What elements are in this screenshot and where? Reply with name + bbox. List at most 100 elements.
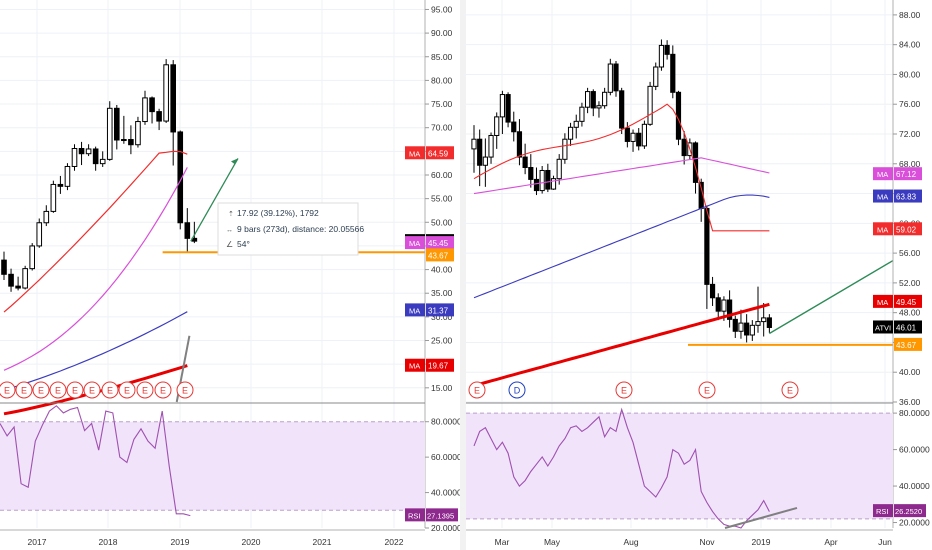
candle[interactable] — [163, 59, 169, 123]
candle[interactable] — [505, 92, 511, 128]
candle[interactable] — [675, 90, 682, 146]
candle[interactable] — [156, 108, 162, 131]
candle[interactable] — [471, 125, 477, 173]
left-price-pane[interactable] — [1, 59, 198, 292]
candle[interactable] — [184, 208, 191, 253]
earnings-mark[interactable]: E — [101, 381, 119, 399]
candle[interactable] — [539, 166, 545, 194]
earnings-mark[interactable]: E — [0, 381, 16, 399]
candle[interactable] — [636, 128, 642, 151]
candle[interactable] — [573, 114, 579, 139]
candle[interactable] — [477, 129, 483, 187]
candle[interactable] — [590, 89, 596, 117]
candle[interactable] — [533, 167, 540, 196]
earnings-mark[interactable]: E — [32, 381, 50, 399]
projection-line[interactable] — [769, 259, 894, 335]
candle[interactable] — [766, 314, 772, 333]
candle[interactable] — [64, 163, 71, 191]
earnings-mark[interactable]: E — [176, 381, 194, 399]
candle[interactable] — [602, 87, 608, 109]
candle[interactable] — [664, 40, 670, 60]
candle[interactable] — [128, 125, 134, 155]
candle[interactable] — [114, 104, 120, 150]
candle[interactable] — [85, 144, 92, 157]
candle[interactable] — [135, 116, 141, 148]
candle[interactable] — [50, 180, 57, 213]
candle[interactable] — [619, 87, 625, 134]
candle[interactable] — [482, 138, 488, 187]
candle[interactable] — [488, 132, 494, 164]
earnings-mark[interactable]: E — [698, 381, 716, 399]
candle[interactable] — [170, 60, 176, 166]
right-price-pane[interactable] — [471, 39, 772, 343]
candle[interactable] — [641, 120, 647, 149]
earnings-mark[interactable]: E — [136, 381, 154, 399]
candle[interactable] — [562, 133, 568, 164]
candle[interactable] — [744, 314, 750, 343]
candle[interactable] — [653, 62, 659, 91]
candle[interactable] — [1, 251, 7, 280]
candle[interactable] — [749, 320, 755, 341]
candle[interactable] — [8, 268, 14, 292]
candle[interactable] — [29, 243, 35, 271]
candle[interactable] — [727, 290, 733, 328]
candle[interactable] — [732, 315, 738, 338]
earnings-mark[interactable]: E — [118, 381, 136, 399]
candle[interactable] — [585, 87, 591, 114]
candle[interactable] — [522, 143, 528, 175]
candle[interactable] — [516, 119, 523, 166]
candle[interactable] — [99, 151, 106, 167]
candle[interactable] — [761, 302, 767, 337]
earnings-mark[interactable]: E — [15, 381, 33, 399]
candle[interactable] — [511, 111, 517, 142]
candle[interactable] — [670, 45, 676, 99]
candle[interactable] — [36, 218, 43, 248]
candle[interactable] — [22, 265, 28, 290]
candle[interactable] — [528, 154, 534, 188]
candle[interactable] — [709, 276, 716, 306]
candle[interactable] — [630, 129, 636, 152]
candle[interactable] — [142, 90, 148, 125]
candle[interactable] — [499, 90, 505, 134]
dividend-mark[interactable]: D — [508, 381, 526, 399]
earnings-mark[interactable]: E — [468, 381, 486, 399]
candle[interactable] — [755, 286, 761, 333]
left-measure-box[interactable]: ⇡ 17.92 (39.12%), 1792 ↔ 9 bars (273d), … — [217, 202, 364, 256]
candle[interactable] — [715, 293, 721, 321]
candle[interactable] — [550, 175, 557, 190]
earnings-mark[interactable]: E — [154, 381, 172, 399]
candle[interactable] — [78, 141, 85, 166]
earnings-mark[interactable]: E — [615, 381, 633, 399]
earnings-mark[interactable]: E — [49, 381, 67, 399]
ticker-badge[interactable]: ATVI 46.01 — [873, 320, 922, 334]
candle[interactable] — [149, 96, 155, 124]
candle[interactable] — [92, 146, 99, 171]
candle[interactable] — [71, 144, 78, 171]
candle[interactable] — [556, 154, 562, 185]
projection-arrow[interactable] — [190, 158, 239, 242]
panel-divider[interactable] — [460, 0, 466, 550]
candle[interactable] — [57, 175, 64, 194]
right-rsi-pane[interactable]: 80.0000 60.0000 40.0000 20.0000 RSI 26.2520 — [466, 407, 930, 529]
earnings-mark[interactable]: E — [66, 381, 84, 399]
candle[interactable] — [579, 102, 585, 127]
candle[interactable] — [738, 309, 744, 339]
rsi-trend-line[interactable] — [724, 506, 798, 529]
left-rsi-pane[interactable]: 80.0000 60.0000 40.0000 20.0000 RSI 27.1395 — [0, 405, 462, 533]
candle[interactable] — [494, 112, 500, 149]
candle[interactable] — [613, 61, 619, 97]
candle[interactable] — [15, 276, 21, 291]
candle[interactable] — [596, 101, 602, 118]
candle[interactable] — [607, 58, 613, 96]
candle[interactable] — [121, 115, 127, 144]
candle[interactable] — [647, 81, 653, 126]
earnings-mark[interactable]: E — [83, 381, 101, 399]
candle[interactable] — [658, 39, 665, 71]
candle[interactable] — [43, 205, 50, 227]
candle[interactable] — [545, 163, 551, 193]
candle[interactable] — [681, 131, 687, 165]
candle[interactable] — [624, 122, 630, 148]
candle[interactable] — [106, 101, 113, 161]
candle[interactable] — [567, 122, 574, 146]
earnings-mark[interactable]: E — [781, 381, 799, 399]
